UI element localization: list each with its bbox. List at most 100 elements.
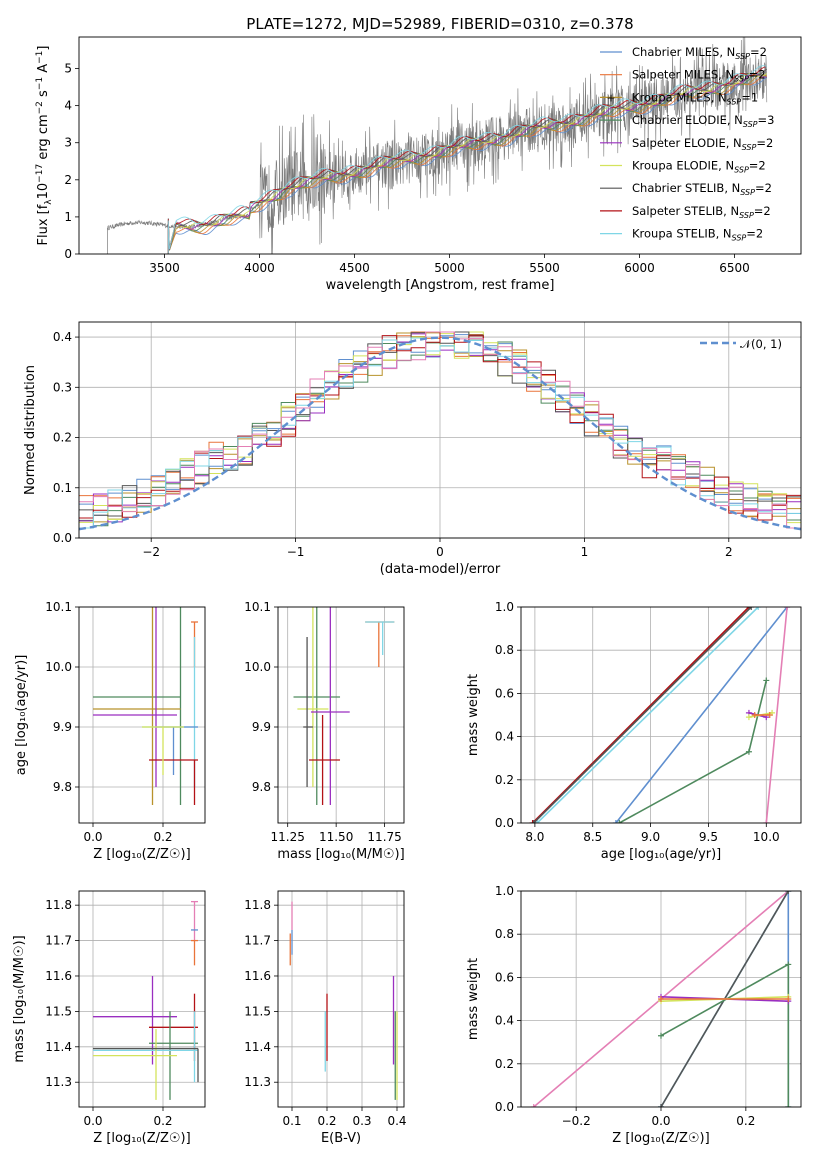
legend-sub: SSP	[734, 166, 749, 175]
legend-sub: SSP	[740, 188, 755, 197]
panel-mass-vs-ebv: 0.1 0.2 0.3 0.4 11.3 11.4 11.5 11.6 11.7 11.8 E(B-…	[244, 890, 407, 1146]
errorbar-point	[93, 1029, 177, 1100]
x-tick-label: 4500	[339, 261, 370, 275]
panel-residuals: −2 −1 0 1 2 0.0 0.1 0.2 0.3 0.4 (data-model)/error…	[23, 321, 802, 577]
plus-marker	[785, 961, 792, 968]
axes-frame	[277, 606, 405, 824]
panel-massweight-vs-Z: −0.2 0.0 0.2 0.0 0.2 0.4 0.6 0.8 1.0 Z [log₁₀(Z/Z…	[466, 884, 802, 1146]
y-tick-label: 11.5	[244, 1004, 271, 1018]
y-tick-label: 10.0	[45, 660, 72, 674]
y-tick-label: 5	[64, 62, 72, 76]
x-tick-label: 0.4	[387, 1114, 406, 1128]
panel-age-vs-mass: 11.25 11.50 11.75 9.8 9.9 10.0 10.1 mass [log₁₀…	[244, 600, 404, 862]
x-tick-label: 0.2	[736, 1114, 755, 1128]
plus-marker	[784, 607, 791, 610]
legend-text: Chabrier ELODIE, N	[632, 113, 743, 127]
x-tick-label: −0.2	[562, 1114, 591, 1128]
errorbar-point	[93, 975, 177, 1065]
y-label-part: −1	[35, 77, 45, 90]
plot-area-age-vs-Z	[93, 607, 198, 805]
errorbar-point	[93, 1011, 198, 1083]
errorbar-point	[149, 759, 198, 805]
x-axis-label: mass [log₁₀(M/M☉)]	[277, 847, 404, 862]
errorbar-point	[142, 726, 184, 775]
plus-marker	[763, 820, 770, 823]
legend-entry: Salpeter ELODIE, NSSP=2	[632, 136, 773, 152]
x-tick-label: −2	[142, 545, 160, 559]
y-axis-label: Flux [fλ10−17 erg cm−2 s−1 A−1]	[35, 46, 54, 246]
plot-area-spectrum	[107, 37, 768, 254]
mass-weight-line	[532, 607, 750, 823]
x-axis-label: Z [log₁₀(Z/Z☉)]	[93, 847, 190, 862]
plot-area-age-vs-mass	[293, 607, 395, 805]
x-tick-label: 0.2	[153, 1114, 172, 1128]
residual-histogram	[79, 337, 801, 529]
axes-frame	[520, 606, 802, 824]
y-tick-label: 10.1	[244, 600, 271, 614]
plot-area-mass-vs-ebv	[289, 901, 398, 1100]
y-label-part: A	[36, 64, 51, 77]
x-tick-label: 0.2	[153, 830, 172, 844]
y-tick-label: 0.0	[495, 816, 514, 830]
y-tick-label: 9.9	[252, 720, 271, 734]
model-spectrum	[167, 72, 768, 254]
y-tick-label: 0.2	[53, 431, 72, 445]
y-tick-label: 0.4	[495, 730, 514, 744]
y-tick-label: 0.1	[53, 481, 72, 495]
errorbar-point	[156, 726, 198, 775]
x-tick-label: 6000	[624, 261, 655, 275]
x-tick-label: 4000	[244, 261, 275, 275]
y-tick-label: 3	[64, 136, 72, 150]
errorbar-point	[191, 939, 198, 966]
y-axis-label: mass weight	[466, 674, 481, 756]
legend-sub: SSP	[739, 211, 754, 220]
errorbar-point	[297, 607, 329, 787]
y-tick-label: 0.8	[495, 927, 514, 941]
y-tick-label: 11.6	[244, 969, 271, 983]
legend-text: Kroupa STELIB, N	[632, 227, 732, 241]
y-tick-label: 0.2	[495, 1057, 514, 1071]
x-tick-label: 11.75	[367, 830, 401, 844]
legend-text: Salpeter ELODIE, N	[632, 136, 742, 150]
x-axis-label: Z [log₁₀(Z/Z☉)]	[612, 1131, 709, 1146]
y-axis-label: Normed distribution	[23, 365, 38, 495]
errorbar-point	[93, 607, 181, 805]
y-tick-label: 0.4	[495, 1014, 514, 1028]
y-label-part: −1	[35, 51, 45, 64]
x-axis-label: age [log₁₀(age/yr)]	[601, 847, 722, 862]
x-tick-label: 0.0	[651, 1114, 670, 1128]
y-tick-label: 0.4	[53, 330, 72, 344]
y-axis-label: mass weight	[466, 958, 481, 1040]
y-tick-label: 0.3	[53, 380, 72, 394]
legend-sub: SSP	[732, 234, 747, 243]
legend-entry: Salpeter STELIB, NSSP=2	[632, 204, 771, 220]
errorbar-point	[293, 607, 341, 805]
plot-area-massweight-vs-age	[529, 607, 791, 823]
x-axis-label: wavelength [Angstrom, rest frame]	[326, 278, 555, 293]
legend-post: =2	[754, 204, 771, 218]
plus-marker	[530, 1104, 537, 1107]
legend-entry: Kroupa ELODIE, NSSP=2	[632, 159, 766, 175]
legend-post: =2	[756, 136, 773, 150]
legend-text: Chabrier MILES, N	[632, 45, 735, 59]
legend-sub: SSP	[742, 143, 757, 152]
y-label-part: s	[36, 90, 51, 101]
mass-weight-line	[536, 607, 759, 823]
x-tick-label: −1	[287, 545, 305, 559]
mass-weight-line	[615, 607, 788, 823]
model-spectrum	[167, 73, 767, 254]
y-tick-label: 0.2	[495, 773, 514, 787]
y-tick-label: 11.8	[45, 898, 72, 912]
x-tick-label: 3500	[149, 261, 180, 275]
plus-marker	[612, 820, 619, 823]
model-spectrum	[167, 65, 768, 254]
errorbar-point	[365, 621, 395, 655]
plus-marker	[658, 996, 664, 1002]
y-label-part: −2	[35, 101, 45, 114]
legend-post: =2	[746, 227, 763, 241]
y-tick-label: 11.7	[244, 934, 271, 948]
errorbar-point	[93, 607, 177, 787]
plus-marker	[763, 677, 770, 684]
errorbar-point	[310, 607, 350, 805]
